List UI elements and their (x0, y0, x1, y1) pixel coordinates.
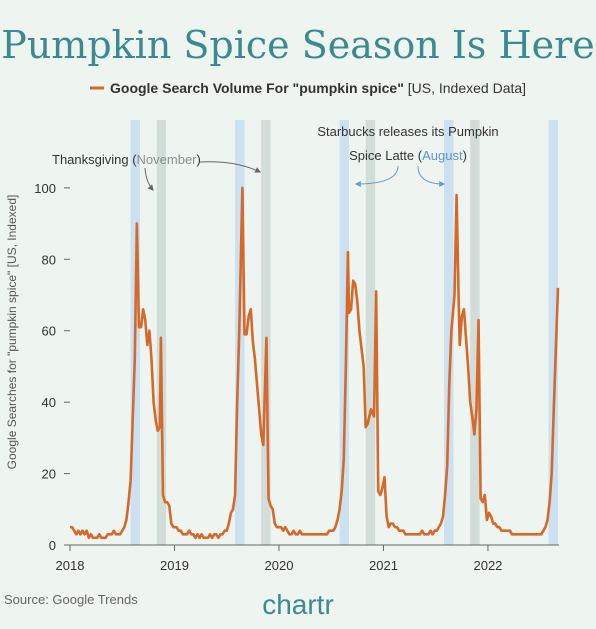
highlight-band (156, 120, 167, 545)
legend-label: Google Search Volume For "pumpkin spice" (110, 80, 404, 96)
arrow (144, 167, 154, 191)
annotation-text: Starbucks releases its Pumpkin (317, 124, 498, 139)
annotation: Spice Latte (August) (349, 148, 467, 163)
chart-title: Pumpkin Spice Season Is Here (1, 23, 594, 67)
arrow (417, 165, 446, 187)
x-tick-label: 2022 (473, 558, 502, 573)
x-tick-label: 2020 (265, 558, 294, 573)
line-series (70, 186, 560, 540)
arrow (199, 161, 262, 173)
x-tick-label: 2021 (369, 558, 398, 573)
source: Source: Google Trends (4, 592, 138, 607)
y-tick-label: 100 (34, 181, 56, 196)
x-tick-label: 2018 (56, 558, 85, 573)
annotation: Thanksgiving (November) (52, 152, 201, 167)
annotation-text: Spice Latte ( (349, 148, 423, 163)
y-tick-label: 40 (42, 395, 56, 410)
y-tick-label: 0 (49, 538, 56, 553)
x-tick-label: 2019 (160, 558, 189, 573)
legend-note: [US, Indexed Data] (408, 80, 526, 96)
annotation-month: August (422, 148, 463, 163)
highlight-band (548, 120, 558, 545)
highlight-band (444, 120, 454, 545)
annotation-text: Thanksgiving ( (52, 152, 137, 167)
y-tick-label: 80 (42, 252, 56, 267)
annotation-text: ) (463, 148, 467, 163)
y-axis-title: Google Searches for "pumpkin spice" [US,… (5, 195, 19, 470)
annotation-text: ) (197, 152, 201, 167)
highlight-band (470, 120, 480, 545)
logo: chartr (262, 589, 334, 620)
y-tick-label: 20 (42, 467, 56, 482)
highlight-band (261, 120, 271, 545)
highlight-band (365, 120, 376, 545)
highlight-band (339, 120, 349, 545)
y-tick-label: 60 (42, 324, 56, 339)
annotation-month: November (137, 152, 198, 167)
arrow (354, 165, 399, 187)
legend: Google Search Volume For "pumpkin spice"… (110, 80, 526, 96)
